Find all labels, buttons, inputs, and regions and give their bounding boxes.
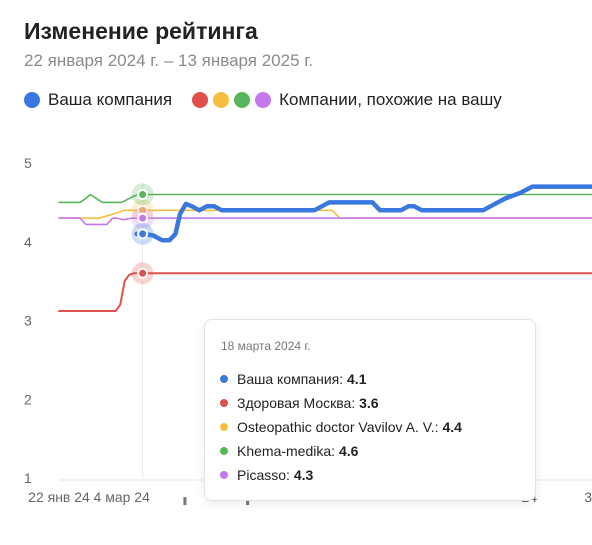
- legend-similar-dot-purple[interactable]: [255, 92, 272, 108]
- legend-own-dot[interactable]: [24, 92, 40, 108]
- chart-title: Изменение рейтинга: [24, 18, 258, 44]
- series-marker[interactable]: [139, 191, 147, 198]
- tooltip-dot: [220, 375, 228, 383]
- tooltip-series-name: Khema-medika: [237, 443, 332, 459]
- y-tick-label: 3: [24, 313, 32, 329]
- series-line[interactable]: [58, 217, 592, 226]
- x-tick-label: 4 мар 24: [94, 489, 151, 505]
- y-tick-label: 2: [24, 391, 32, 407]
- tooltip-dot: [220, 471, 228, 479]
- series-marker[interactable]: [139, 269, 147, 277]
- tooltip-series-value: 4.4: [442, 419, 462, 435]
- tooltip-series-name: Picasso: [237, 467, 287, 483]
- tooltip-dot: [220, 399, 228, 407]
- tooltip-series-name: Здоровая Москва: [237, 395, 352, 411]
- series-marker[interactable]: [139, 230, 147, 238]
- legend-similar-dot-green[interactable]: [234, 92, 251, 108]
- legend-own-label[interactable]: Ваша компания: [48, 90, 173, 109]
- tooltip-date: 18 марта 2024 г.: [221, 339, 311, 353]
- tooltip-series-value: 4.3: [293, 467, 314, 483]
- tooltip-dot: [220, 423, 228, 431]
- x-tick-label: 22 янв 24: [28, 489, 90, 505]
- date-range: 22 января 2024 г. – 13 января 2025 г.: [24, 51, 314, 70]
- chart-tooltip: 18 марта 2024 г. Ваша компания: 4.1 Здор…: [204, 319, 536, 501]
- series-line[interactable]: [134, 184, 592, 243]
- tooltip-row-vavilov: Osteopathic doctor Vavilov A. V.: 4.4: [220, 418, 462, 436]
- series-line[interactable]: [58, 193, 592, 204]
- legend-similar-dot-yellow[interactable]: [213, 92, 230, 108]
- legend-similar-label[interactable]: Компании, похожие на вашу: [279, 90, 502, 109]
- series-marker[interactable]: [139, 206, 147, 214]
- y-tick-label: 4: [24, 234, 32, 250]
- tooltip-series-value: 4.6: [338, 443, 359, 459]
- tooltip-row-picasso: Picasso: 4.3: [220, 466, 313, 484]
- x-tick-label: 30: [584, 489, 592, 505]
- legend-similar-dot-red[interactable]: [192, 92, 209, 108]
- y-tick-label: 1: [24, 470, 32, 486]
- x-tick-label-partial: [246, 497, 250, 505]
- tooltip-series-name: Osteopathic doctor Vavilov A. V.: [237, 419, 435, 435]
- y-tick-label: 5: [24, 155, 32, 171]
- tooltip-row-khema-medika: Khema-medika: 4.6: [220, 442, 358, 460]
- x-tick-label-partial: [183, 497, 187, 505]
- tooltip-row-own: Ваша компания: 4.1: [220, 370, 366, 388]
- legend: Ваша компания Компании, похожие на вашу: [24, 89, 522, 111]
- series-line[interactable]: [58, 272, 592, 312]
- tooltip-series-value: 3.6: [359, 395, 379, 411]
- series-marker[interactable]: [139, 214, 147, 222]
- tooltip-dot: [220, 447, 228, 455]
- tooltip-series-value: 4.1: [347, 371, 367, 387]
- tooltip-series-name: Ваша компания: [237, 371, 340, 387]
- tooltip-row-zdorovaya-moskva: Здоровая Москва: 3.6: [220, 394, 379, 412]
